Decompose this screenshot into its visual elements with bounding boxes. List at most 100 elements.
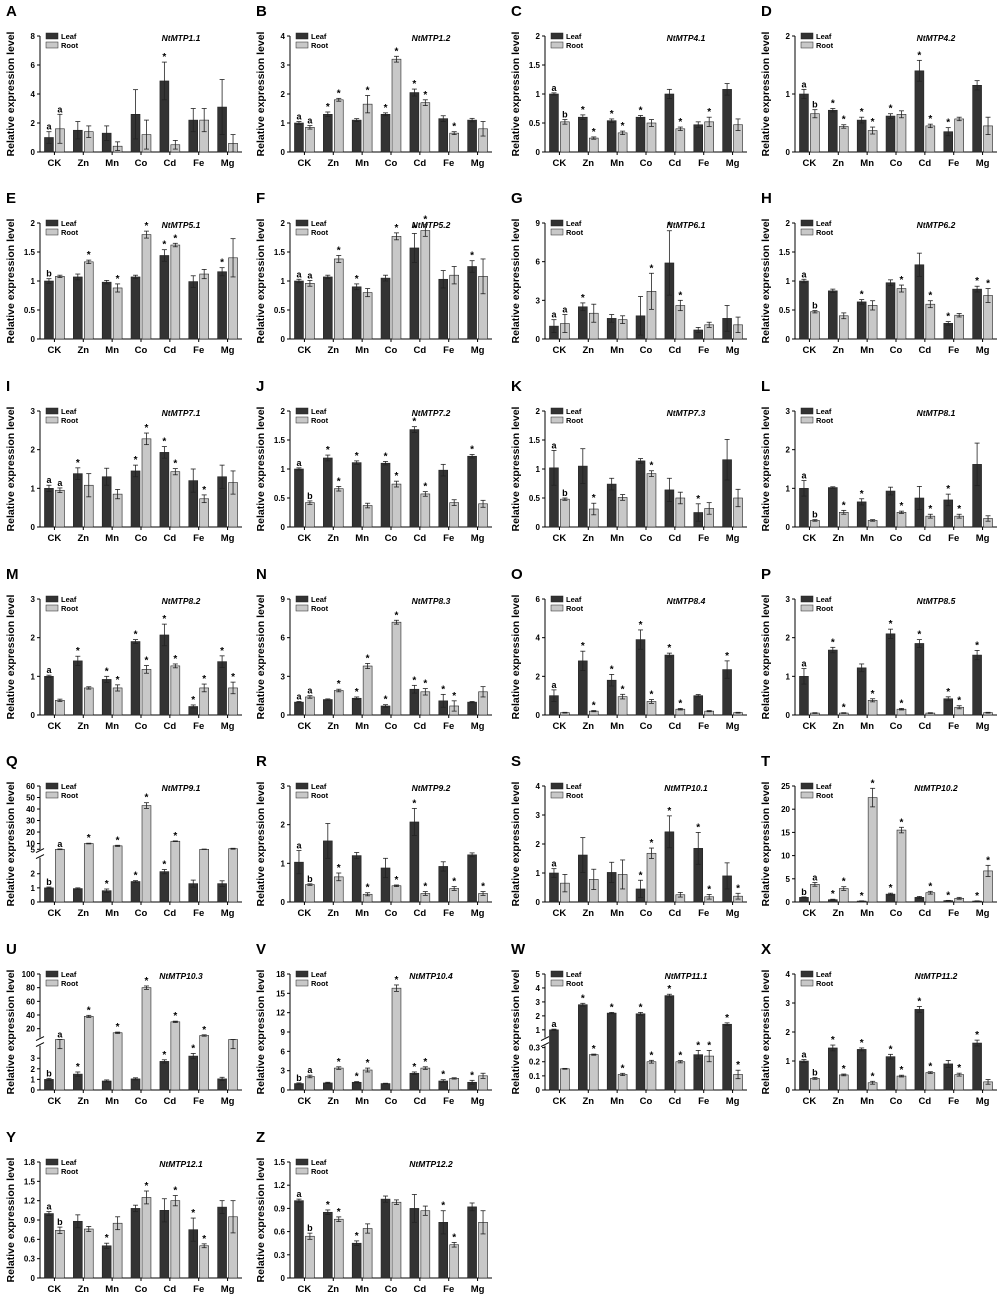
legend-swatch-root [550,228,564,236]
significance-label: * [162,859,166,870]
significance-label: * [145,793,149,804]
y-tick-label: 1 [536,869,541,878]
legend-swatch-leaf [45,407,59,415]
y-tick-label: 0 [281,148,286,157]
x-tick-label: Co [385,1284,398,1295]
significance-label: * [975,640,979,651]
gene-title: NtMTP10.2 [914,783,958,793]
significance-label: * [105,1233,109,1244]
x-tick-label: Zn [327,1284,339,1295]
bar-root [305,502,315,528]
x-tick-label: CK [803,533,817,544]
significance-label: * [337,476,341,487]
x-tick-label: Mg [726,158,740,169]
y-tick-label: 1.2 [24,1197,36,1206]
significance-label: * [975,891,979,902]
x-tick-label: Mg [221,1284,235,1295]
x-tick-label: Zn [327,1096,339,1107]
significance-label: b [307,874,313,884]
significance-label: * [736,883,740,894]
bar-leaf [635,1013,646,1091]
y-axis-label: Relative expression level [255,969,267,1094]
y-tick-label: 2 [536,407,541,416]
significance-label: a [801,1050,807,1060]
significance-label: * [871,778,875,789]
bar-leaf [914,643,925,716]
x-tick-label: Zn [582,1096,594,1107]
y-tick-label: 2 [536,672,541,681]
y-axis-label: Relative expression level [255,781,267,906]
legend-label-leaf: Leaf [61,595,77,604]
x-tick-label: Zn [327,908,339,919]
legend-label-root: Root [566,791,584,800]
bar-leaf [323,276,333,340]
significance-label: * [678,1051,682,1062]
x-tick-label: Zn [327,345,339,356]
legend-label-root: Root [311,604,329,613]
x-tick-label: Co [640,533,653,544]
significance-label: * [581,993,585,1004]
y-tick-label: 0.6 [274,1228,286,1237]
gene-title: NtMTP10.1 [664,783,708,793]
y-tick-label: 2 [281,219,286,228]
significance-label: * [395,46,399,57]
bar-root [112,287,123,340]
y-tick-label: 0.9 [274,1204,286,1213]
x-tick-label: Cd [414,1096,427,1107]
y-tick-label: 40 [26,805,35,814]
significance-label: a [307,116,313,126]
bar-root [141,669,152,716]
bar-root [420,1210,431,1279]
x-tick-label: Mn [860,158,874,169]
bar-leaf [799,93,809,153]
significance-label: * [917,50,921,61]
significance-label: * [667,643,671,654]
significance-label: * [384,103,388,114]
x-tick-label: CK [48,1096,62,1107]
legend-swatch-leaf [800,32,814,40]
y-tick-label: 5 [786,875,791,884]
significance-label: * [650,461,654,472]
y-tick-label: 1 [31,1075,36,1084]
significance-label: * [412,79,416,90]
significance-label: * [384,451,388,462]
legend-label-root: Root [61,416,79,425]
y-axis-label: Relative expression level [760,969,772,1094]
x-tick-label: Fe [698,908,709,919]
significance-label: * [842,1064,846,1075]
panel-t: T NtMTP10.2 Relative expression level LeafR… [760,753,997,919]
significance-label: b [46,269,52,279]
x-tick-label: CK [298,533,312,544]
significance-label: * [145,1181,149,1192]
bar-root [362,505,373,528]
significance-label: * [355,451,359,462]
bar-leaf [351,855,362,903]
bar-leaf [159,634,170,716]
y-tick-label: 4 [536,634,541,643]
x-tick-label: Fe [698,158,709,169]
significance-label: a [57,839,63,849]
bar-root [170,471,181,528]
gene-title: NtMTP10.3 [159,971,203,981]
significance-label: * [337,88,341,99]
y-axis-label: Relative expression level [510,218,522,343]
panel-letter: T [761,753,770,770]
x-tick-label: CK [803,345,817,356]
y-tick-label: 8 [31,32,36,41]
bar-root [449,132,459,153]
x-tick-label: Zn [77,533,89,544]
y-tick-label: 20 [781,805,790,814]
bar-leaf [885,490,896,528]
y-axis-label: Relative expression level [5,781,17,906]
significance-label: * [889,104,893,115]
y-tick-label: 0 [536,335,541,344]
x-tick-label: Cd [669,908,682,919]
y-axis-label: Relative expression level [255,1157,267,1282]
bar-root [560,498,570,528]
bar-leaf [409,1072,420,1091]
y-tick-label: 20 [26,1025,35,1034]
bar-leaf [380,1198,391,1279]
gene-title: NtMTP9.1 [162,783,201,793]
significance-label: * [900,1065,904,1076]
